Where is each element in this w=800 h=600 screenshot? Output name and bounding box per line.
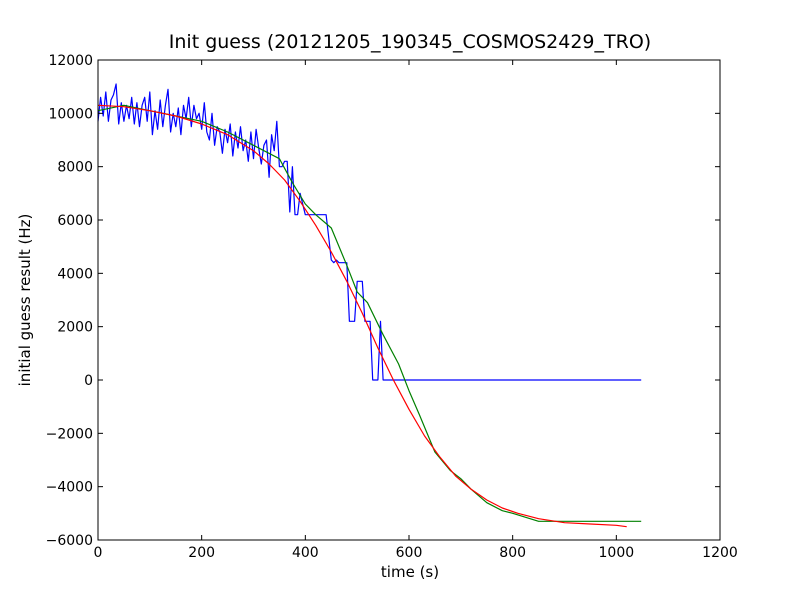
- y-tick-label: 2000: [57, 320, 93, 336]
- ticks-layer: 0 200 400 600 800 1000 1200 −6000 −4000 −2000 0 200…: [46, 53, 738, 561]
- x-axis-label: time (s): [381, 563, 439, 581]
- x-tick-label: 0: [94, 545, 103, 561]
- y-tick-label: 6000: [57, 213, 93, 229]
- chart-title: Init guess (20121205_190345_COSMOS2429_T…: [169, 31, 651, 53]
- y-tick-label: 12000: [48, 53, 93, 69]
- series-layer: [97, 83, 642, 528]
- y-tick-label: −4000: [46, 480, 93, 496]
- y-tick-label: −6000: [46, 533, 93, 549]
- y-axis-label: initial guess result (Hz): [16, 214, 34, 387]
- x-tick-label: 1000: [599, 545, 635, 561]
- series-line-1: [97, 104, 642, 522]
- y-tick-label: −2000: [46, 426, 93, 442]
- y-tick-label: 4000: [57, 266, 93, 282]
- x-tick-label: 600: [396, 545, 423, 561]
- x-tick-label: 1200: [702, 545, 738, 561]
- y-tick-label: 10000: [48, 106, 93, 122]
- x-tick-label: 800: [499, 545, 526, 561]
- series-line-2: [97, 104, 627, 528]
- x-tick-label: 200: [188, 545, 215, 561]
- y-tick-label: 8000: [57, 160, 93, 176]
- y-tick-label: 0: [84, 373, 93, 389]
- x-tick-label: 400: [292, 545, 319, 561]
